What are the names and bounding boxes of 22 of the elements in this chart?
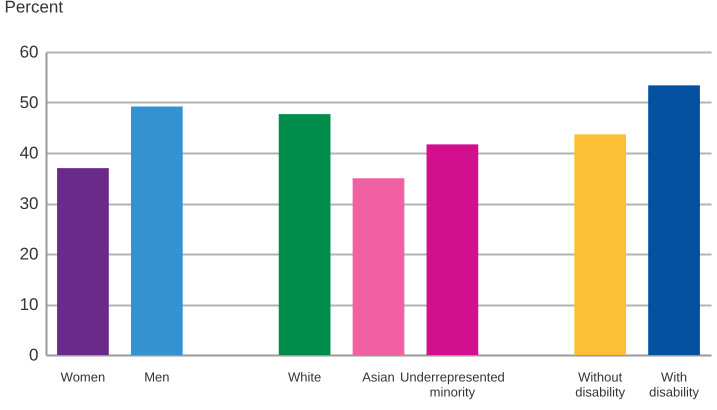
x-tick-label: Without disability [575, 370, 626, 400]
y-tick-label: 20 [20, 244, 38, 264]
y-tick-label: 0 [29, 346, 38, 364]
y-tick-label: 60 [20, 42, 38, 62]
x-tick-label: Underrepresented minority [400, 370, 505, 400]
x-tick-label: White [288, 370, 322, 384]
bar [426, 144, 478, 355]
y-axis-title: Percent [4, 0, 64, 16]
x-tick-label: Men [144, 370, 170, 384]
bar [278, 114, 330, 355]
y-tick-label: 40 [20, 144, 38, 162]
bar [648, 85, 700, 355]
y-tick-label: 50 [20, 93, 38, 112]
x-tick-label: Asian [362, 370, 395, 384]
bar [574, 134, 626, 355]
y-tick-label: 30 [20, 194, 38, 213]
bar [352, 178, 404, 355]
bar [57, 168, 109, 355]
x-tick-label: With disability [649, 370, 700, 400]
bar [130, 106, 183, 355]
x-tick-label: Women [60, 370, 106, 384]
y-tick-label: 10 [20, 295, 38, 314]
